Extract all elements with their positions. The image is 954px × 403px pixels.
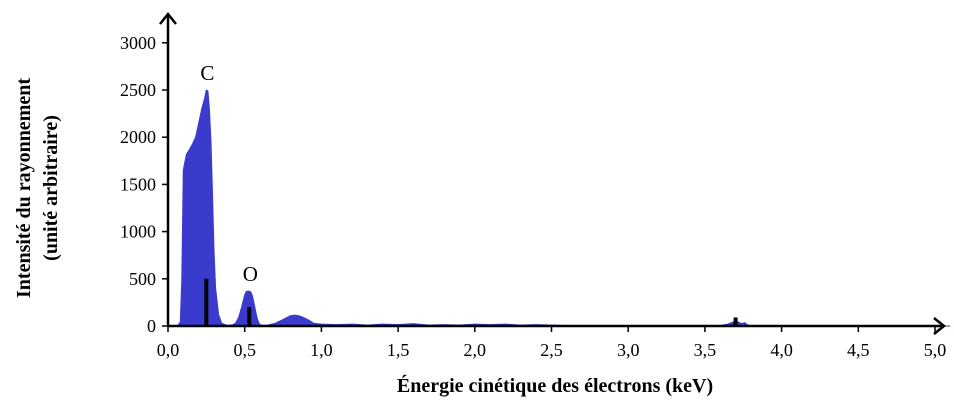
peak-label-O: O bbox=[243, 262, 258, 286]
x-tick-label: 2,0 bbox=[464, 340, 487, 360]
x-tick-label: 1,0 bbox=[310, 340, 333, 360]
x-tick-label: 3,0 bbox=[617, 340, 640, 360]
y-tick-label: 3000 bbox=[120, 33, 156, 53]
y-axis-title-line1: Intensité du rayonnement bbox=[13, 78, 35, 298]
x-tick-label: 1,5 bbox=[387, 340, 410, 360]
y-tick-label: 0 bbox=[147, 316, 156, 336]
x-tick-label: 5,0 bbox=[924, 340, 947, 360]
y-tick-label: 2500 bbox=[120, 80, 156, 100]
x-tick-label: 2,5 bbox=[540, 340, 563, 360]
x-tick-label: 0,5 bbox=[233, 340, 256, 360]
tick-group: 0,0 0,5 1,0 1,5 2,0 2,5 3,0 3,5 4,0 4,5 5,0 0 500 100… bbox=[120, 33, 946, 360]
x-tick-label: 3,5 bbox=[694, 340, 717, 360]
label-group: CO bbox=[200, 61, 258, 286]
y-tick-label: 1500 bbox=[120, 174, 156, 194]
x-axis-arrow-icon bbox=[933, 317, 947, 335]
y-tick-label: 1000 bbox=[120, 222, 156, 242]
y-axis-arrow-icon bbox=[159, 11, 177, 25]
peak-label-C: C bbox=[200, 61, 214, 85]
x-tick-label: 4,5 bbox=[847, 340, 870, 360]
axes bbox=[159, 11, 947, 335]
y-tick-label: 2000 bbox=[120, 127, 156, 147]
plot-area bbox=[176, 89, 951, 327]
y-tick-label: 500 bbox=[129, 269, 156, 289]
spectrum-area bbox=[176, 89, 951, 327]
x-tick-label: 0,0 bbox=[157, 340, 180, 360]
x-axis-title: Énergie cinétique des électrons (keV) bbox=[397, 374, 713, 397]
y-axis-title-line2: (unité arbitraire) bbox=[40, 115, 62, 261]
x-tick-label: 4,0 bbox=[770, 340, 793, 360]
